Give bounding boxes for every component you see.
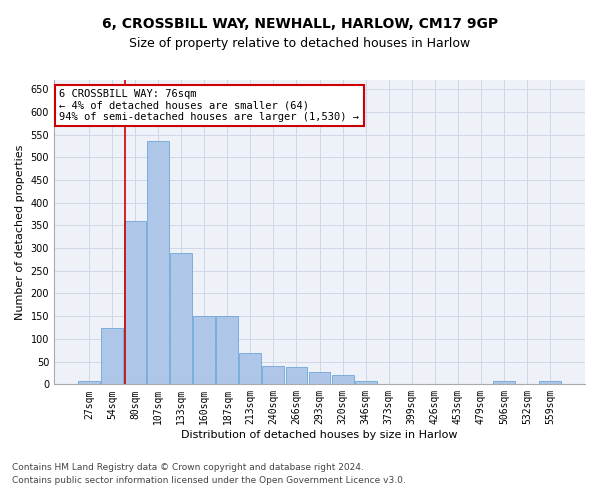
Bar <box>239 354 262 384</box>
Text: 6 CROSSBILL WAY: 76sqm
← 4% of detached houses are smaller (64)
94% of semi-deta: 6 CROSSBILL WAY: 76sqm ← 4% of detached … <box>59 89 359 122</box>
Y-axis label: Number of detached properties: Number of detached properties <box>15 144 25 320</box>
Text: Contains HM Land Registry data © Crown copyright and database right 2024.: Contains HM Land Registry data © Crown c… <box>12 464 364 472</box>
Text: Contains public sector information licensed under the Open Government Licence v3: Contains public sector information licen… <box>12 476 406 485</box>
Bar <box>78 380 100 384</box>
Bar <box>193 316 215 384</box>
Bar <box>262 366 284 384</box>
Bar <box>308 372 331 384</box>
Bar <box>332 375 353 384</box>
Bar <box>170 252 192 384</box>
X-axis label: Distribution of detached houses by size in Harlow: Distribution of detached houses by size … <box>181 430 458 440</box>
Bar <box>539 380 561 384</box>
Bar <box>286 367 307 384</box>
Text: 6, CROSSBILL WAY, NEWHALL, HARLOW, CM17 9GP: 6, CROSSBILL WAY, NEWHALL, HARLOW, CM17 … <box>102 18 498 32</box>
Bar <box>101 328 123 384</box>
Bar <box>147 142 169 384</box>
Bar <box>355 381 377 384</box>
Bar <box>493 380 515 384</box>
Text: Size of property relative to detached houses in Harlow: Size of property relative to detached ho… <box>130 38 470 51</box>
Bar <box>124 221 146 384</box>
Bar <box>217 316 238 384</box>
